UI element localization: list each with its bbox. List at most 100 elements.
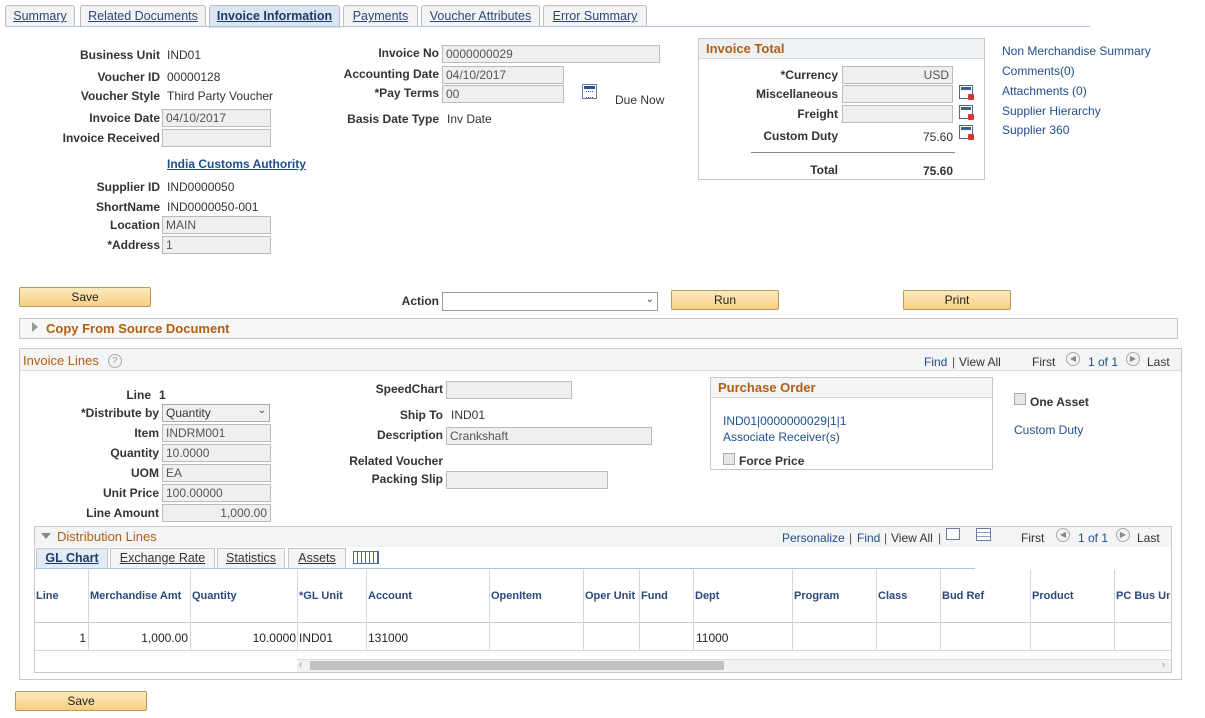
column-header-account: Account [368, 590, 412, 602]
uom-label: UOM [131, 466, 159, 480]
comments-link[interactable]: Comments(0) [1002, 64, 1075, 78]
purchase-order-link[interactable]: IND01|0000000029|1|1 [723, 414, 847, 428]
tab-exchange-rate[interactable]: Exchange Rate [110, 548, 215, 568]
personalize-link[interactable]: Personalize [782, 531, 845, 545]
packing-slip-label: Packing Slip [371, 472, 443, 486]
invoice-lines-last[interactable]: Last [1147, 355, 1170, 369]
next-arrow-icon[interactable]: ▶ [1116, 528, 1130, 542]
unit-price-field[interactable]: 100.00000 [162, 484, 271, 502]
grid-header-row [35, 570, 1171, 623]
collapse-arrow-icon[interactable] [41, 533, 51, 539]
description-field[interactable]: Crankshaft [446, 427, 652, 445]
tab-statistics[interactable]: Statistics [217, 548, 285, 568]
supplier-hierarchy-link[interactable]: Supplier Hierarchy [1002, 104, 1101, 118]
currency-field[interactable]: USD [842, 66, 953, 84]
action-dropdown[interactable]: ⌄ [442, 292, 658, 311]
column-header-pc-bus-unit: PC Bus Un [1116, 590, 1170, 602]
custom-duty-link[interactable]: Custom Duty [1014, 423, 1084, 437]
next-arrow-icon[interactable]: ▶ [1126, 352, 1140, 366]
packing-slip-field[interactable] [446, 471, 608, 489]
invoice-lines-find-link[interactable]: Find [924, 355, 948, 369]
show-all-columns-icon[interactable] [353, 551, 379, 564]
miscellaneous-field[interactable] [842, 85, 953, 103]
force-price-checkbox[interactable] [723, 453, 735, 465]
location-label: Location [110, 218, 160, 232]
scrollbar-thumb[interactable] [310, 661, 724, 670]
tab-summary[interactable]: Summary [5, 5, 75, 27]
tab-related-documents[interactable]: Related Documents [80, 5, 206, 27]
prev-arrow-icon[interactable]: ◀ [1056, 528, 1070, 542]
basis-date-type-label: Basis Date Type [347, 112, 439, 126]
pay-terms-field[interactable]: 00 [442, 85, 564, 103]
column-header-gl-unit: *GL Unit [299, 590, 343, 602]
attachments-link[interactable]: Attachments (0) [1002, 84, 1087, 98]
distribute-by-dropdown[interactable]: Quantity ⌄ [162, 404, 270, 422]
non-merchandise-summary-link[interactable]: Non Merchandise Summary [1002, 44, 1151, 58]
freight-label: Freight [797, 107, 838, 121]
address-field[interactable]: 1 [162, 236, 271, 254]
copy-from-title[interactable]: Copy From Source Document [46, 321, 230, 336]
distribution-find-link[interactable]: Find [857, 531, 881, 545]
associate-receivers-link[interactable]: Associate Receiver(s) [723, 430, 840, 444]
bottom-save-button[interactable]: Save [15, 691, 147, 711]
pay-terms-lookup-icon[interactable] [582, 84, 597, 99]
print-button[interactable]: Print [903, 290, 1011, 310]
expand-arrow-icon[interactable] [32, 322, 38, 332]
separator: | [884, 531, 888, 545]
scroll-right-icon[interactable]: › [1162, 659, 1165, 669]
column-divider [792, 570, 793, 650]
line-amount-field[interactable]: 1,000.00 [162, 504, 271, 522]
location-field[interactable]: MAIN [162, 216, 271, 234]
help-icon[interactable]: ? [108, 354, 122, 368]
scroll-left-icon[interactable]: ‹ [299, 659, 302, 669]
invoice-no-field[interactable]: 0000000029 [442, 45, 660, 63]
column-header-merchandise-amt: Merchandise Amt [90, 590, 182, 602]
column-divider [366, 570, 367, 650]
invoice-received-field[interactable] [162, 129, 271, 147]
tab-invoice-information[interactable]: Invoice Information [209, 5, 340, 28]
freight-field[interactable] [842, 105, 953, 123]
due-now-text: Due Now [615, 93, 665, 107]
invoice-lines-first[interactable]: First [1032, 355, 1056, 369]
tab-error-summary[interactable]: Error Summary [543, 5, 647, 27]
accounting-date-field[interactable]: 04/10/2017 [442, 66, 564, 84]
copy-from-section[interactable] [19, 318, 1178, 339]
speedchart-field[interactable] [446, 381, 572, 399]
uom-field[interactable]: EA [162, 464, 271, 482]
invoice-lines-header-bar [20, 349, 1181, 371]
freight-detail-icon[interactable] [959, 105, 974, 120]
column-divider [190, 570, 191, 650]
invoice-lines-view-all[interactable]: View All [959, 355, 1001, 369]
custom-duty-detail-icon[interactable] [959, 125, 974, 140]
quantity-field[interactable]: 10.0000 [162, 444, 271, 462]
column-header-oper-unit: Oper Unit [585, 590, 636, 602]
purchase-order-title: Purchase Order [718, 380, 816, 395]
supplier-name-link[interactable]: India Customs Authority [167, 157, 306, 171]
tab-voucher-attributes[interactable]: Voucher Attributes [421, 5, 540, 27]
column-header-fund: Fund [641, 590, 668, 602]
one-asset-checkbox[interactable] [1014, 393, 1026, 405]
distribution-first[interactable]: First [1021, 531, 1045, 545]
zoom-grid-icon[interactable] [946, 528, 960, 540]
column-divider [583, 570, 584, 650]
shortname-value: IND0000050-001 [167, 200, 259, 214]
run-button[interactable]: Run [671, 290, 779, 310]
tab-payments[interactable]: Payments [343, 5, 418, 27]
save-button[interactable]: Save [19, 287, 151, 307]
action-label: Action [401, 294, 439, 308]
cell-account: 131000 [368, 631, 409, 645]
distribution-header-bar [35, 527, 1171, 547]
column-header-dept: Dept [695, 590, 720, 602]
description-label: Description [376, 428, 443, 442]
supplier-360-link[interactable]: Supplier 360 [1002, 123, 1070, 137]
force-price-label: Force Price [739, 454, 805, 468]
invoice-date-field[interactable]: 04/10/2017 [162, 109, 271, 127]
tab-gl-chart[interactable]: GL Chart [36, 548, 108, 568]
item-field[interactable]: INDRM001 [162, 424, 271, 442]
download-excel-icon[interactable] [976, 528, 991, 541]
distribution-last[interactable]: Last [1137, 531, 1160, 545]
prev-arrow-icon[interactable]: ◀ [1066, 352, 1080, 366]
miscellaneous-detail-icon[interactable] [959, 85, 974, 100]
tab-assets[interactable]: Assets [288, 548, 346, 568]
distribution-view-all[interactable]: View All [891, 531, 933, 545]
